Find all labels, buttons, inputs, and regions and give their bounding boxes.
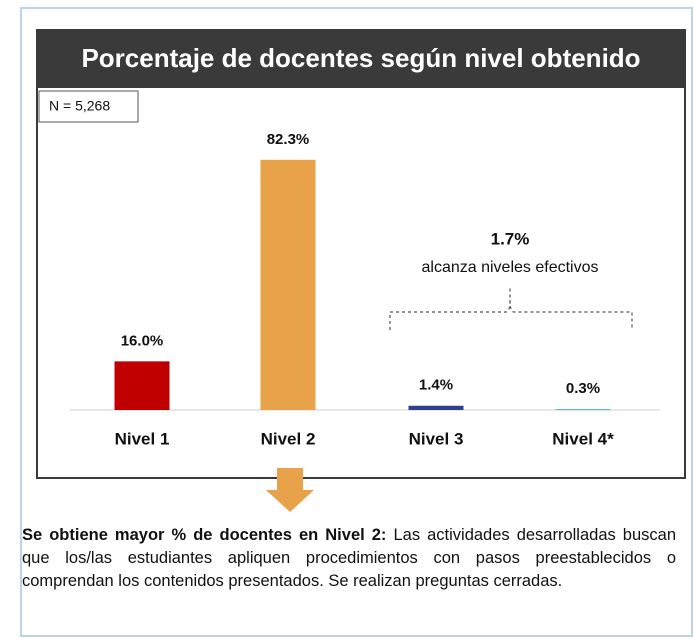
down-arrow [266, 468, 314, 512]
value-label: 16.0% [121, 332, 164, 349]
conclusion-text: Las actividades desarrolladas buscan que… [22, 526, 676, 590]
annotation-text: alcanza niveles efectivos [422, 259, 599, 276]
annotation-value: 1.7% [491, 229, 530, 248]
conclusion: Se obtiene mayor % de docentes en Nivel … [22, 524, 676, 593]
conclusion-bold: Se obtiene mayor % de docentes en Nivel … [22, 526, 387, 544]
x-tick-label: Nivel 2 [261, 429, 316, 448]
bar [555, 409, 611, 411]
x-tick-label: Nivel 4* [552, 429, 614, 448]
value-label: 82.3% [267, 131, 310, 148]
brace [389, 288, 633, 330]
bar [114, 361, 170, 410]
bar [260, 159, 316, 410]
chart-title: Porcentaje de docentes según nivel obten… [81, 43, 640, 73]
outer-frame [20, 7, 693, 637]
bar [408, 405, 464, 410]
x-tick-label: Nivel 3 [409, 429, 464, 448]
note: N = 5,268 [49, 98, 110, 114]
value-label: 0.3% [566, 380, 600, 397]
x-tick-label: Nivel 1 [115, 429, 170, 448]
value-label: 1.4% [419, 377, 453, 394]
note-box [38, 90, 139, 123]
title-bar [37, 30, 685, 88]
